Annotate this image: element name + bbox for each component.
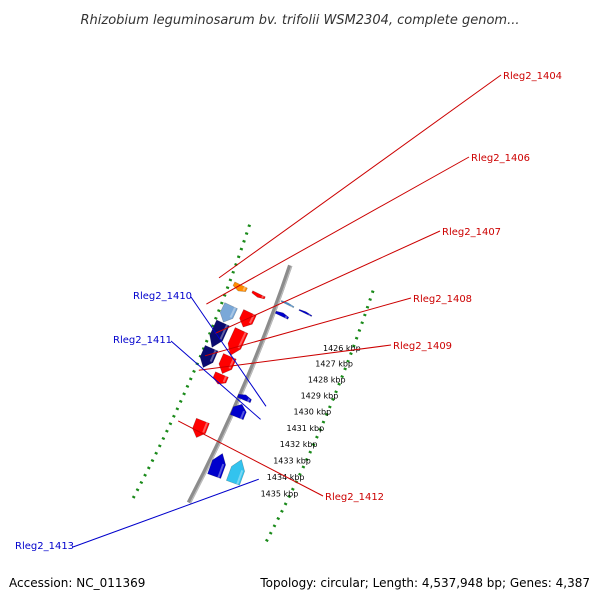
gene-arrow-Rleg2_1406[interactable]: [219, 302, 238, 323]
gene-shade: [222, 375, 228, 383]
gene-shade: [219, 324, 229, 341]
gene-shade: [217, 463, 225, 478]
map-title: Rhizobium leguminosarum bv. trifolii WSM…: [81, 13, 520, 28]
gene-label-Rleg2_1410[interactable]: Rleg2_1410: [133, 291, 192, 302]
label-layer: Rleg2_1404 Rleg2_1406 Rleg2_1407 Rleg2_1408…: [15, 71, 562, 552]
kbp-tick-label: 1433 kbp: [273, 457, 311, 466]
kbp-tick-label: 1435 kbp: [261, 489, 299, 498]
leader-line: [214, 230, 441, 334]
kbp-tick-label: 1428 kbp: [308, 376, 346, 385]
leader-line: [177, 420, 324, 497]
kbp-tick-label: 1427 kbp: [315, 360, 353, 369]
gene-shade: [237, 331, 247, 349]
kbp-tick-label: 1430 kbp: [293, 408, 331, 417]
tick-layer: 1426 kbp 1427 kbp 1428 kbp 1429 kbp 1430 kbp…: [130, 224, 375, 546]
gene-label-Rleg2_1411[interactable]: Rleg2_1411: [113, 335, 172, 346]
gene-shade: [239, 410, 245, 420]
gene-shade: [246, 398, 251, 403]
gene-shade: [242, 286, 247, 292]
gene-arrow-Rleg2_1407b[interactable]: [209, 319, 230, 348]
gene-arrow-Rleg2_1404[interactable]: [232, 281, 248, 292]
leader-line: [204, 297, 412, 357]
gene-arrow-Rleg2_1410[interactable]: [236, 393, 252, 404]
gene-arrow-g_top_blue2[interactable]: [298, 308, 313, 317]
topology-text: Topology: circular; Length: 4,537,948 bp…: [260, 576, 590, 590]
gene-arrow-g_blue_1426[interactable]: [274, 310, 290, 320]
gene-arrow-g1403[interactable]: [251, 290, 266, 300]
gene-label-Rleg2_1412[interactable]: Rleg2_1412: [325, 492, 384, 503]
gene-shade: [236, 470, 244, 485]
leader-line: [198, 344, 392, 371]
gene-label-Rleg2_1413[interactable]: Rleg2_1413: [15, 541, 74, 552]
backbone-highlight: [189, 265, 293, 504]
leader-line: [206, 156, 470, 305]
gene-label-Rleg2_1404[interactable]: Rleg2_1404: [503, 71, 562, 82]
leader-line: [170, 340, 261, 420]
gene-label-Rleg2_1409[interactable]: Rleg2_1409: [393, 341, 452, 352]
kbp-tick-label: 1434 kbp: [267, 473, 305, 482]
kbp-tick-label: 1431 kbp: [286, 424, 324, 433]
gene-arrow-Rleg2_1408[interactable]: [218, 353, 237, 375]
leader-line: [72, 478, 259, 548]
gene-shade: [228, 357, 235, 369]
gene-shade: [284, 315, 288, 319]
gene-arrow-Rleg2_1412[interactable]: [192, 417, 210, 438]
gene-arrow-Rleg2_1408b[interactable]: [199, 344, 219, 368]
leader-line: [190, 296, 267, 407]
gene-label-Rleg2_1408[interactable]: Rleg2_1408: [413, 294, 472, 305]
gene-arrow-g_blue_1434[interactable]: [207, 452, 226, 479]
leader-line: [218, 74, 502, 279]
gene-label-Rleg2_1406[interactable]: Rleg2_1406: [471, 153, 530, 164]
kbp-tick-label: 1432 kbp: [280, 440, 318, 449]
kbp-tick-label: 1429 kbp: [301, 392, 339, 401]
inner-tick-ring: [263, 290, 375, 546]
gene-layer: [192, 281, 313, 486]
gene-arrow-Rleg2_1413[interactable]: [225, 459, 245, 486]
gene-arrow-Rleg2_1407[interactable]: [227, 327, 249, 356]
gene-shade: [229, 307, 237, 318]
gene-shade: [261, 295, 264, 299]
gene-shade: [202, 422, 209, 433]
gene-arrow-Rleg2_1411[interactable]: [229, 403, 247, 421]
backbone-layer: [186, 264, 293, 504]
gene-shade: [209, 349, 217, 362]
backbone-arc: [186, 264, 293, 504]
gene-label-Rleg2_1407[interactable]: Rleg2_1407: [442, 227, 501, 238]
accession-text: Accession: NC_011369: [9, 576, 146, 590]
kbp-tick-label: 1426 kbp: [323, 344, 361, 353]
